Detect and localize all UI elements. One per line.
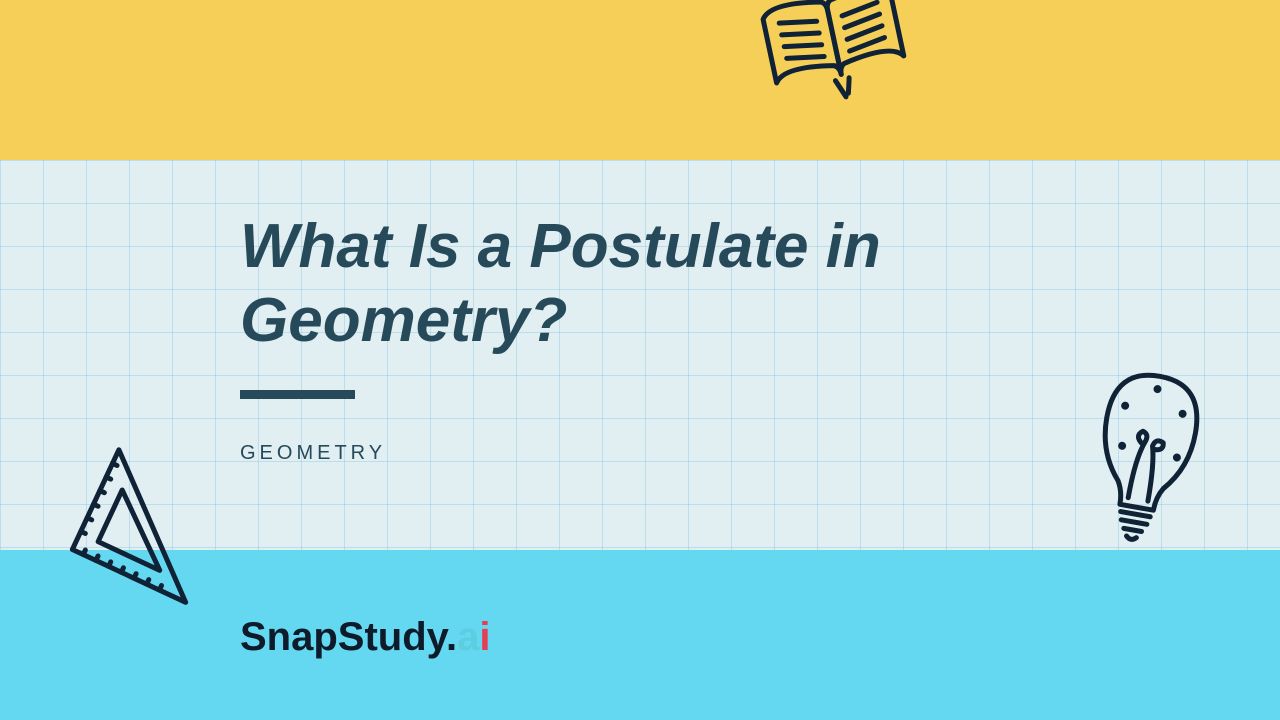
category-label: GEOMETRY bbox=[240, 442, 386, 465]
book-icon bbox=[750, 0, 920, 110]
page-title: What Is a Postulate in Geometry? bbox=[240, 210, 1020, 359]
lightbulb-icon bbox=[1080, 360, 1210, 560]
logo-i-text: i bbox=[479, 615, 490, 659]
triangle-ruler-icon bbox=[60, 440, 240, 610]
logo-a-text: a bbox=[457, 615, 479, 659]
logo-main-text: SnapStudy. bbox=[240, 615, 457, 659]
title-divider bbox=[240, 390, 355, 399]
brand-logo: SnapStudy.ai bbox=[240, 615, 490, 660]
top-yellow-band bbox=[0, 0, 1280, 160]
